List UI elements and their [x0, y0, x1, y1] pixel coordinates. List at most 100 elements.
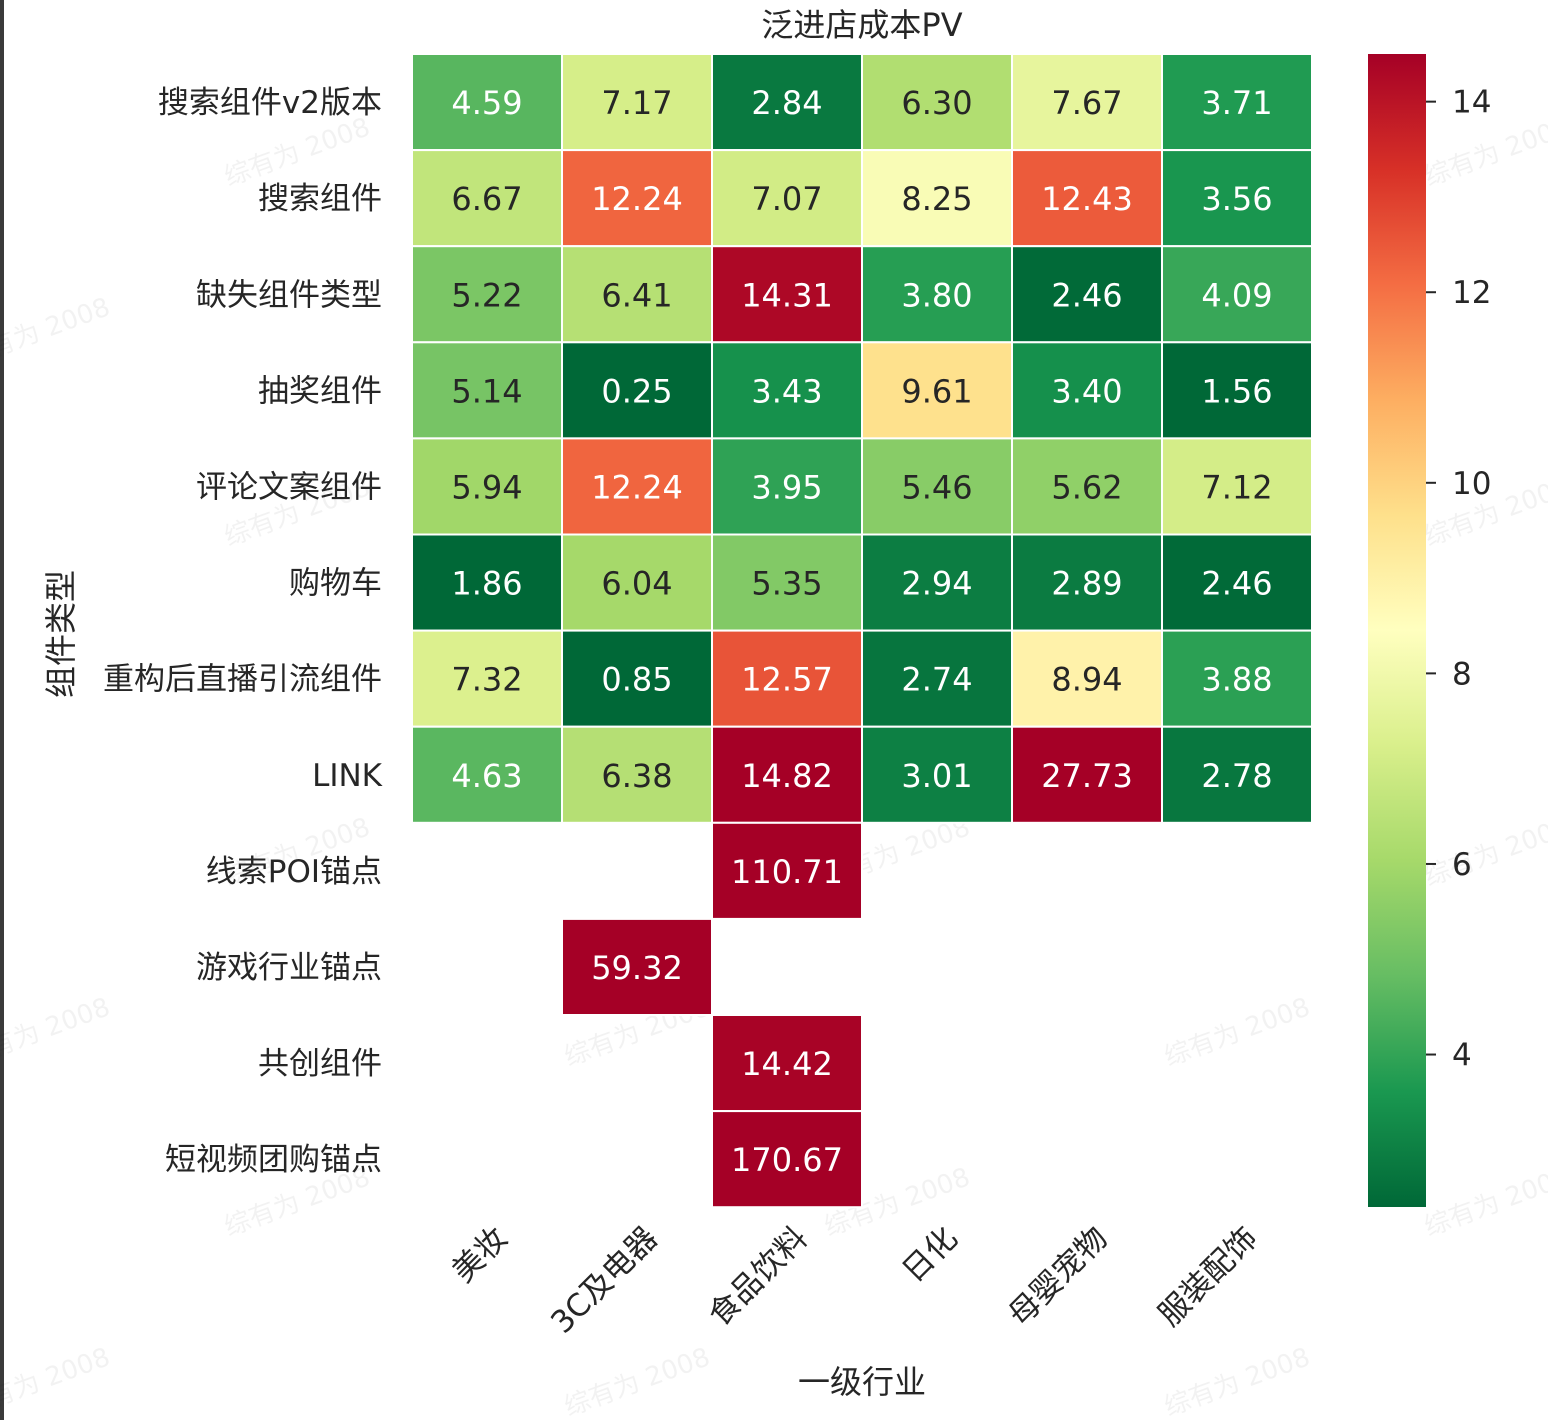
watermark-text: 综有为 2008: [561, 1342, 715, 1420]
cell-value-label: 5.62: [1051, 468, 1122, 506]
x-tick-label: 食品饮料: [702, 1220, 815, 1333]
cell-value-label: 5.22: [451, 276, 522, 314]
x-axis-tick-labels: 美妆 3C及电器 食品饮料 日化 母婴宠物 服装配饰: [445, 1220, 1264, 1340]
window-edge: [0, 0, 4, 1420]
heatmap-cell: [561, 533, 713, 632]
heatmap-cell: [561, 53, 713, 152]
cell-value-label: 3.56: [1201, 180, 1272, 218]
heatmap-cell: [411, 53, 563, 152]
cell-value-label: 4.09: [1201, 276, 1272, 314]
cell-value-label: 5.14: [451, 372, 522, 410]
cell-value-label: 6.41: [601, 276, 672, 314]
heatmap-cell: [1161, 725, 1313, 824]
x-tick-label: 3C及电器: [544, 1220, 664, 1340]
heatmap-cell: [411, 725, 563, 824]
colorbar: 4 6 8 10 12 14: [1368, 54, 1491, 1207]
cell-value-label: 3.43: [751, 372, 822, 410]
cell-value-label: 12.24: [591, 468, 683, 506]
heatmap-cell: [1011, 533, 1163, 632]
heatmap-cell: [561, 437, 713, 536]
y-tick-label: 缺失组件类型: [196, 277, 382, 313]
cell-value-label: 6.67: [451, 180, 522, 218]
watermark-text: 综有为 2008: [0, 1342, 114, 1420]
y-axis-tick-labels: 搜索组件v2版本搜索组件缺失组件类型抽奖组件评论文案组件购物车重构后直播引流组件…: [103, 85, 383, 1178]
cell-value-label: 12.24: [591, 180, 683, 218]
watermark-text: 综有为 2008: [1161, 992, 1315, 1072]
heatmap-cell: [411, 245, 563, 344]
y-tick-label: 共创组件: [258, 1046, 382, 1082]
heatmap-cells: [411, 53, 1313, 1209]
y-tick-label: 搜索组件v2版本: [158, 85, 382, 121]
heatmap-cell: [411, 149, 563, 248]
cell-value-label: 27.73: [1041, 757, 1133, 795]
cell-value-label: 2.46: [1201, 565, 1272, 603]
y-tick-label: 重构后直播引流组件: [103, 662, 382, 698]
y-tick-label: 线索POI锚点: [206, 854, 382, 890]
cell-value-label: 2.94: [901, 565, 972, 603]
cell-value-label: 14.31: [741, 276, 833, 314]
heatmap-cell: [561, 341, 713, 440]
cell-value-label: 5.94: [451, 468, 522, 506]
colorbar-tick-label: 14: [1452, 85, 1491, 121]
cell-value-label: 4.59: [451, 84, 522, 122]
cell-value-label: 3.80: [901, 276, 972, 314]
cell-value-label: 6.04: [601, 565, 672, 603]
heatmap-cell: [711, 629, 863, 728]
watermark-text: 综有为 2008: [0, 992, 114, 1072]
cell-value-label: 3.95: [751, 468, 822, 506]
cell-value-label: 0.85: [601, 661, 672, 699]
heatmap-cell: [411, 629, 563, 728]
heatmap-cell: [1161, 341, 1313, 440]
x-tick-label: 美妆: [445, 1220, 514, 1289]
heatmap-cell: [711, 725, 863, 824]
heatmap-cell: [711, 245, 863, 344]
heatmap-cell: [1161, 533, 1313, 632]
cell-value-label: 12.57: [741, 661, 833, 699]
y-tick-label: LINK: [312, 758, 383, 794]
cell-value-label: 7.12: [1201, 468, 1272, 506]
heatmap-cell: [411, 533, 563, 632]
cell-value-label: 0.25: [601, 372, 672, 410]
cell-value-label: 6.38: [601, 757, 672, 795]
heatmap-cell: [1011, 437, 1163, 536]
cell-value-label: 7.32: [451, 661, 522, 699]
heatmap-cell: [711, 437, 863, 536]
colorbar-tick-label: 8: [1452, 656, 1472, 692]
y-tick-label: 购物车: [289, 566, 382, 602]
chart-title: 泛进店成本PV: [761, 6, 962, 44]
y-axis-label: 组件类型: [42, 570, 80, 698]
cell-value-label: 1.86: [451, 565, 522, 603]
heatmap-cell: [861, 629, 1013, 728]
heatmap-cell: [861, 53, 1013, 152]
heatmap-cell: [711, 149, 863, 248]
cell-value-label: 1.56: [1201, 372, 1272, 410]
x-tick-label: 日化: [895, 1220, 964, 1289]
cell-value-label: 7.07: [751, 180, 822, 218]
cell-value-label: 3.01: [901, 757, 972, 795]
heatmap-cell: [1011, 53, 1163, 152]
cell-value-label: 7.67: [1051, 84, 1122, 122]
watermark-text: 综有为 2008: [1421, 1162, 1548, 1242]
heatmap-cell: [1011, 341, 1163, 440]
heatmap-cell: [711, 821, 863, 920]
cell-value-labels: 4.59 7.17 2.84 6.30 7.67 3.71 6.67 12.24 7.07 8.2…: [451, 84, 1272, 1179]
colorbar-gradient: [1368, 54, 1426, 1207]
y-tick-label: 搜索组件: [258, 181, 382, 217]
cell-value-label: 14.42: [741, 1045, 833, 1083]
heatmap-cell: [1161, 437, 1313, 536]
cell-value-label: 9.61: [901, 372, 972, 410]
cell-value-label: 2.89: [1051, 565, 1122, 603]
y-tick-label: 游戏行业锚点: [196, 950, 382, 986]
colorbar-tick-label: 12: [1452, 275, 1491, 311]
cell-value-label: 8.94: [1051, 661, 1122, 699]
watermark-text: 综有为 2008: [1161, 1342, 1315, 1420]
cell-value-label: 4.63: [451, 757, 522, 795]
heatmap-cell: [561, 629, 713, 728]
x-tick-label: 母婴宠物: [1002, 1220, 1115, 1333]
heatmap-cell: [711, 1014, 863, 1113]
heatmap-cell: [861, 725, 1013, 824]
colorbar-tick-label: 4: [1452, 1038, 1472, 1074]
heatmap-cell: [861, 533, 1013, 632]
cell-value-label: 2.46: [1051, 276, 1122, 314]
